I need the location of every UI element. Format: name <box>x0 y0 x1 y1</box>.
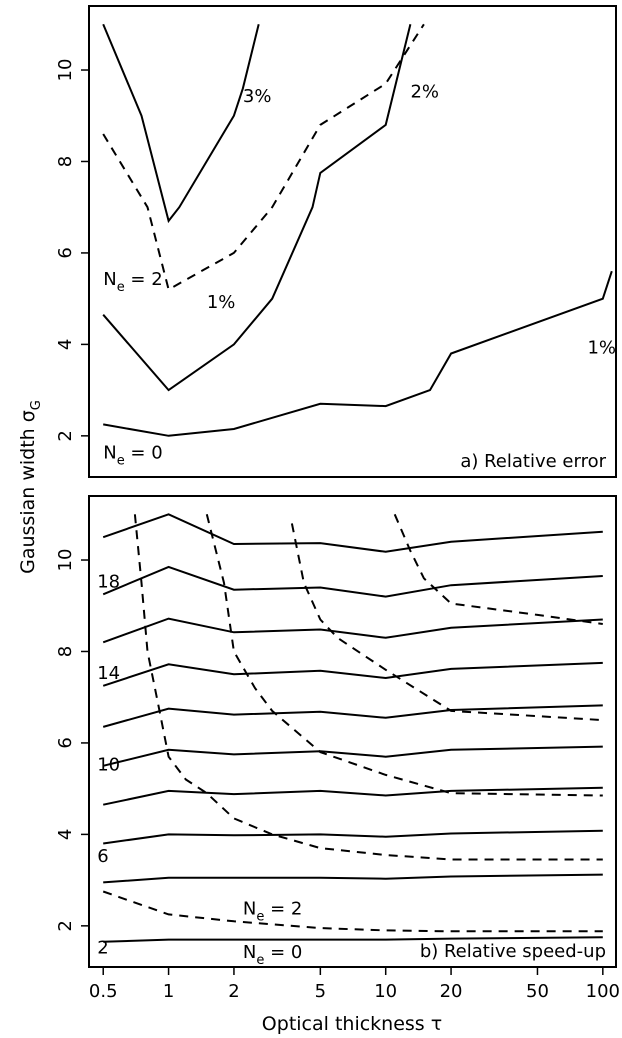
panel-b-y-tick-label-4: 4 <box>55 829 76 840</box>
panel-a-frame <box>88 5 617 478</box>
panel-relative-speedup: 2 4 6 8 10 0.5 1 2 5 10 20 50 100 2 6 10 14 18 Ne = 0 Ne … <box>55 495 620 1002</box>
panel-a-series-2 <box>102 23 425 292</box>
panel-b-contour-9 <box>102 513 603 553</box>
panel-b-contour-8 <box>102 565 603 598</box>
panel-a-title: a) Relative error <box>460 451 606 472</box>
panel-a-y-tick-label-10: 10 <box>55 59 76 82</box>
panel-b-x-tick-label-1: 1 <box>163 981 174 1002</box>
panel-b-title: b) Relative speed-up <box>420 941 606 962</box>
panel-b-contour-0 <box>103 936 603 943</box>
panel-b-x-axis: 0.5 1 2 5 10 20 50 100 <box>89 967 620 1002</box>
panel-b-contour-2 <box>103 829 603 845</box>
panel-b-y-tick-label-10: 10 <box>55 549 76 572</box>
panel-a-series-0 <box>103 270 613 437</box>
panel-b-label-ne2: Ne = 2 <box>243 898 302 924</box>
panel-b-frame <box>88 495 617 968</box>
panel-b-contour-6 <box>102 661 603 687</box>
panel-b-dashed-1 <box>133 514 603 861</box>
panel-b-x-tick-label-100: 100 <box>586 981 620 1002</box>
panel-b-contour-3 <box>102 786 603 806</box>
panel-b-contour-label-6: 6 <box>97 846 108 867</box>
y-axis-label: Gaussian width σG <box>17 400 44 574</box>
panel-b-x-tick-label-20: 20 <box>440 981 463 1002</box>
panel-a-series-3 <box>102 23 260 224</box>
panel-b-y-axis: 2 4 6 8 10 <box>55 549 89 932</box>
panel-a-label-ne0: Ne = 0 <box>103 443 162 469</box>
panel-b-contour-label-18: 18 <box>97 571 120 592</box>
x-axis-label: Optical thickness τ <box>262 1013 442 1035</box>
panel-b-dashed-2 <box>205 514 603 797</box>
panel-a-label-c1a: 1% <box>207 292 236 313</box>
panel-b-x-tick-label-5: 5 <box>315 981 326 1002</box>
panel-b-x-tick-label-10: 10 <box>374 981 397 1002</box>
panel-b-contour-label-10: 10 <box>97 754 120 775</box>
panel-b-dashed-3 <box>290 523 603 722</box>
panel-a-label-c2: 2% <box>410 81 439 102</box>
panel-a-y-tick-label-6: 6 <box>55 247 76 258</box>
panel-a-y-tick-label-2: 2 <box>55 430 76 441</box>
panel-b-y-tick-label-6: 6 <box>55 737 76 748</box>
panel-a-annotations: Ne = 0 Ne = 2 1% 1% 2% 3% <box>103 81 616 468</box>
panel-b-contour-1 <box>103 873 603 884</box>
panel-b-label-ne0: Ne = 0 <box>243 942 302 968</box>
panel-a-y-tick-label-8: 8 <box>55 156 76 167</box>
panel-a-y-axis: 2 4 6 8 10 <box>55 59 89 442</box>
panel-b-contour-label-14: 14 <box>97 663 120 684</box>
panel-b-contour-7 <box>102 617 603 644</box>
panel-relative-error: 2 4 6 8 10 Ne = 0 Ne = 2 1% 1% 2% 3% a) Relative … <box>55 5 617 478</box>
panel-b-x-tick-label-2: 2 <box>228 981 239 1002</box>
panel-b-dashed-4 <box>393 513 603 625</box>
panel-b-annotations: 2 6 10 14 18 Ne = 0 Ne = 2 <box>97 571 302 967</box>
panel-b-y-tick-label-2: 2 <box>55 920 76 931</box>
panel-a-y-tick-label-4: 4 <box>55 339 76 350</box>
panel-b-dashed-0 <box>102 890 603 933</box>
panel-a-series-1 <box>102 24 412 392</box>
panel-b-y-tick-label-8: 8 <box>55 646 76 657</box>
y-axis-label-group: Gaussian width σG <box>17 400 44 574</box>
panel-a-label-c1b: 1% <box>587 338 616 359</box>
panel-b-curves <box>102 513 603 943</box>
panel-a-curves <box>102 23 613 437</box>
panel-b-x-tick-label-0.5: 0.5 <box>89 981 118 1002</box>
panel-b-contour-label-2: 2 <box>97 937 108 958</box>
panel-a-label-ne2: Ne = 2 <box>103 269 162 295</box>
panel-a-label-c3: 3% <box>243 86 272 107</box>
panel-b-x-tick-label-50: 50 <box>526 981 549 1002</box>
